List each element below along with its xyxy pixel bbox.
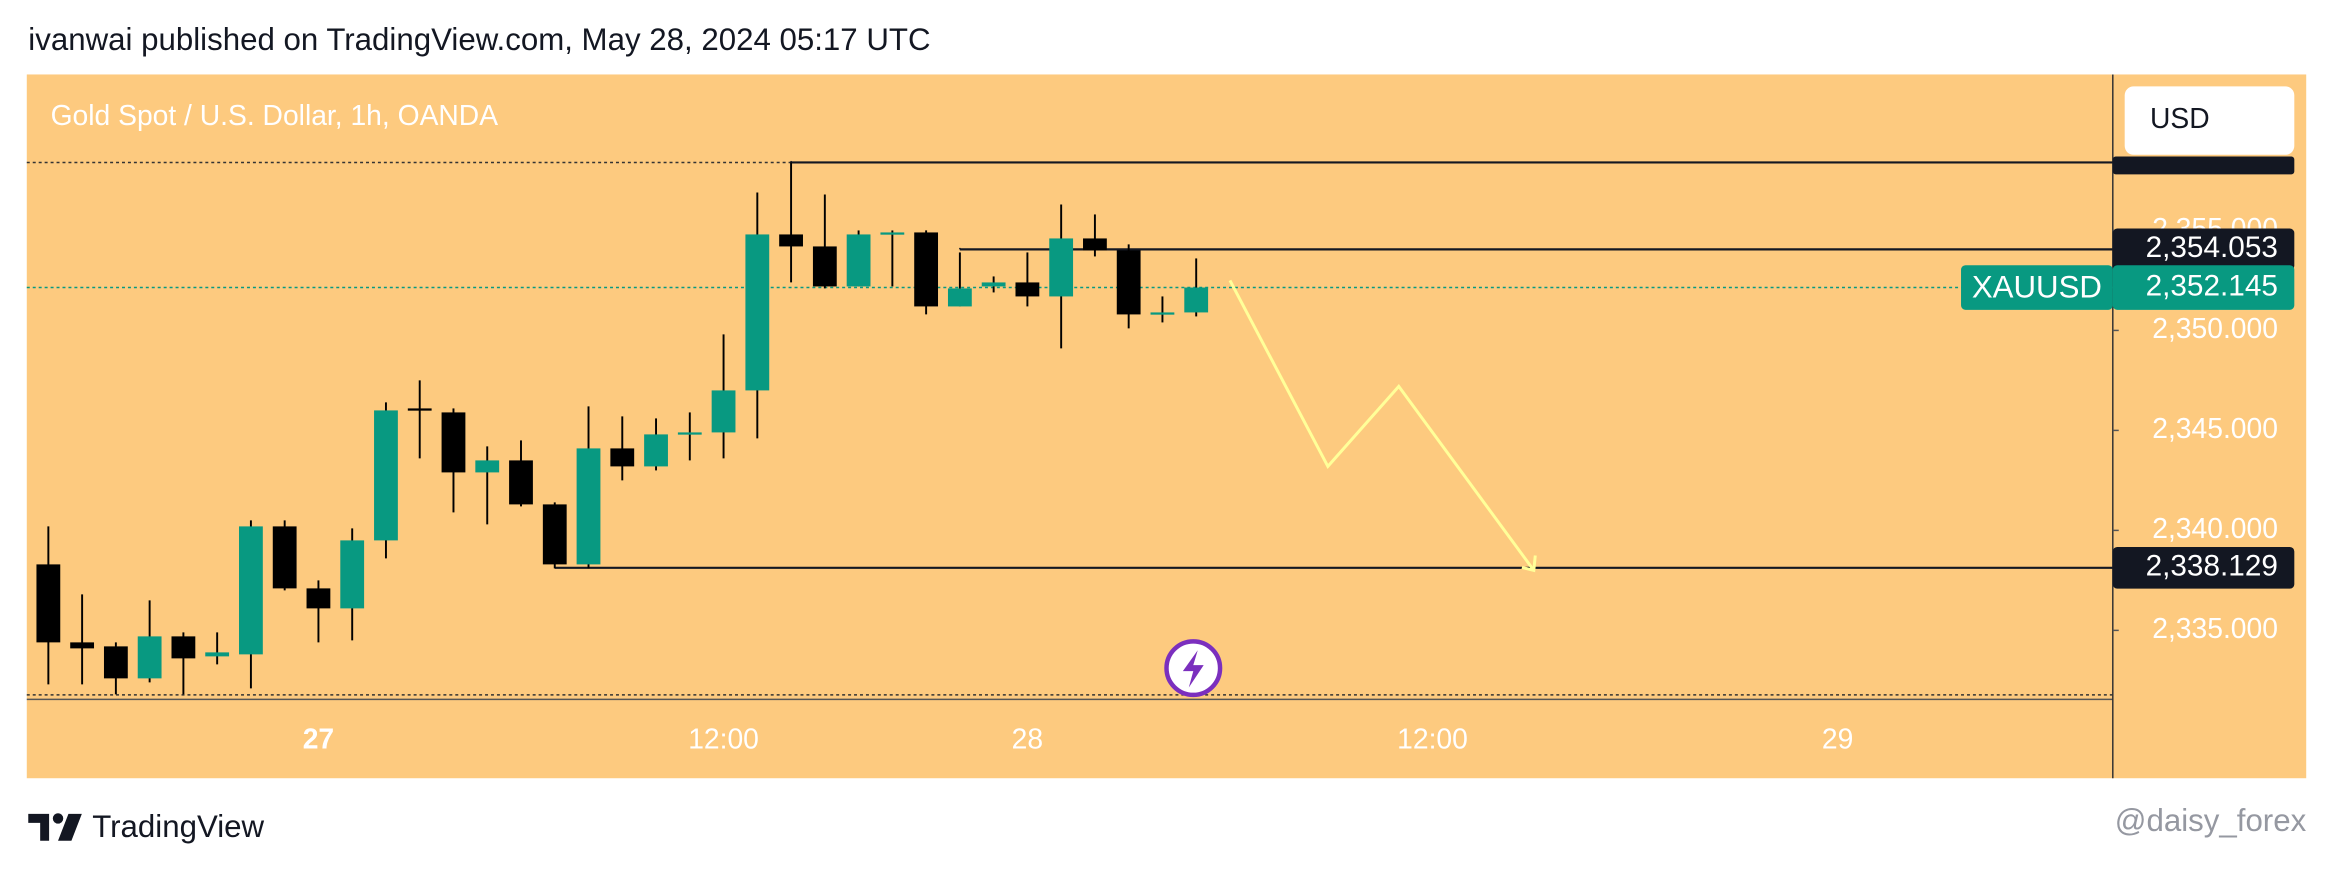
level-label-bg <box>2112 546 2295 589</box>
candle-body <box>475 460 500 473</box>
candle-body <box>1015 282 1040 297</box>
candle-body <box>880 232 905 235</box>
level-label: 2,338.129 <box>2146 550 2278 583</box>
candle-body <box>1083 238 1107 251</box>
logo-part <box>28 813 50 841</box>
candle-body <box>239 526 263 655</box>
candle-body <box>103 646 128 679</box>
candle-body <box>272 526 297 589</box>
published-line: ivanwai published on TradingView.com, Ma… <box>28 22 930 57</box>
candle-body <box>576 448 601 565</box>
y-tick-label: 2,345.000 <box>2152 412 2278 444</box>
candle-body <box>610 448 635 467</box>
candle-body <box>846 234 871 287</box>
symbol-tag: XAUUSD <box>1972 269 2102 304</box>
candle-body <box>70 642 95 649</box>
candle-body <box>1184 287 1209 313</box>
brand-logo <box>28 813 82 841</box>
symbol-tag-bg <box>1961 265 2113 310</box>
candle-body <box>711 390 736 433</box>
candle-body <box>340 540 365 609</box>
candle-body <box>306 588 331 609</box>
x-tick-label: 29 <box>1822 722 1853 754</box>
candle-body <box>914 232 939 307</box>
candle-body <box>677 432 702 435</box>
x-tick-label: 12:00 <box>1397 722 1468 754</box>
candle-body <box>542 504 567 565</box>
candle-body <box>947 288 972 307</box>
lightning-icon[interactable] <box>1164 639 1223 698</box>
currency-button-bg[interactable] <box>2124 86 2295 155</box>
candle-body <box>171 636 196 659</box>
x-tick-label: 28 <box>1012 722 1043 754</box>
currency-button[interactable]: USD <box>2124 86 2295 155</box>
candle-body <box>1116 250 1141 315</box>
projection-arrowhead <box>1521 555 1537 573</box>
plot: 2,335.000 2,340.000 2,345.000 2,350.000 2,35… <box>26 156 2295 754</box>
chart-title: Gold Spot / U.S. Dollar, 1h, OANDA <box>51 99 499 131</box>
logo-part <box>52 813 64 824</box>
logo-part <box>58 813 82 841</box>
x-tick-label: 12:00 <box>688 722 759 754</box>
candle-body <box>509 460 533 505</box>
candle-body <box>644 434 668 467</box>
candle-body <box>374 410 398 541</box>
candle-body <box>1150 312 1175 315</box>
candle-body <box>1049 238 1074 297</box>
last-price-label: 2,352.145 <box>2146 269 2278 302</box>
candle-body <box>745 234 770 391</box>
candle-body <box>981 282 1006 287</box>
candle-body <box>779 234 803 247</box>
candle-body <box>407 408 432 411</box>
x-tick-label: 27 <box>303 722 334 754</box>
candle-body <box>137 636 162 679</box>
currency-button-label[interactable]: USD <box>2150 102 2210 134</box>
candle-body <box>205 652 230 657</box>
y-tick-label: 2,350.000 <box>2152 312 2278 344</box>
candle-body <box>441 412 466 473</box>
y-tick-label: 2,340.000 <box>2152 512 2278 544</box>
level-label-bg <box>2112 156 2295 175</box>
lightning-bolt[interactable] <box>1182 650 1204 688</box>
level-label: 2,354.053 <box>2146 231 2278 264</box>
candle-body <box>812 246 837 287</box>
candle-body <box>36 564 61 643</box>
projection-path <box>1228 279 1535 572</box>
last-price-bg <box>2112 265 2295 310</box>
brand-name: TradingView <box>92 809 264 844</box>
level-label-bg <box>2112 228 2295 271</box>
y-tick-label: 2,335.000 <box>2152 612 2278 644</box>
author-handle: @daisy_forex <box>2115 803 2307 838</box>
